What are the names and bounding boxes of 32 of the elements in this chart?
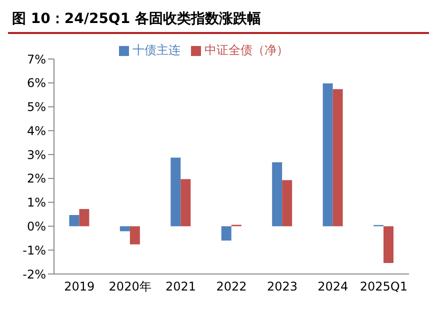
x-tick-label: 2025Q1 (360, 280, 408, 294)
y-tick-label: 5% (26, 100, 46, 114)
bar (282, 180, 292, 226)
y-tick-label: 7% (26, 52, 46, 66)
bar (322, 83, 333, 226)
y-tick-label: 0% (26, 219, 46, 234)
y-tick-label: -1% (22, 243, 46, 258)
x-tick-label: 2019 (64, 280, 95, 294)
bar (272, 162, 282, 226)
bar (180, 179, 191, 226)
bar (170, 158, 181, 226)
y-tick-label: 2% (26, 172, 46, 186)
bar (332, 89, 343, 226)
y-tick-label: 6% (26, 76, 46, 90)
bar (79, 209, 90, 226)
bar (384, 226, 394, 264)
y-tick-label: 1% (26, 196, 46, 210)
x-tick-label: 2023 (266, 280, 298, 294)
bar (130, 226, 140, 244)
x-tick-label: 2022 (216, 280, 247, 294)
y-tick-label: -2% (22, 267, 46, 282)
y-tick-label: 4% (26, 124, 46, 138)
chart-title: 图 10：24/25Q1 各固收类指数涨跌幅 (8, 8, 429, 34)
legend-label: 十债主连 (132, 43, 180, 57)
bar (221, 226, 232, 241)
x-tick-label: 2024 (318, 280, 348, 294)
bar (120, 226, 130, 232)
y-tick-label: 3% (26, 148, 46, 162)
x-tick-label: 2021 (166, 280, 196, 294)
x-tick-label: 2020年 (108, 280, 152, 294)
bar (69, 214, 80, 226)
legend-label: 中证全债（净） (204, 43, 288, 57)
